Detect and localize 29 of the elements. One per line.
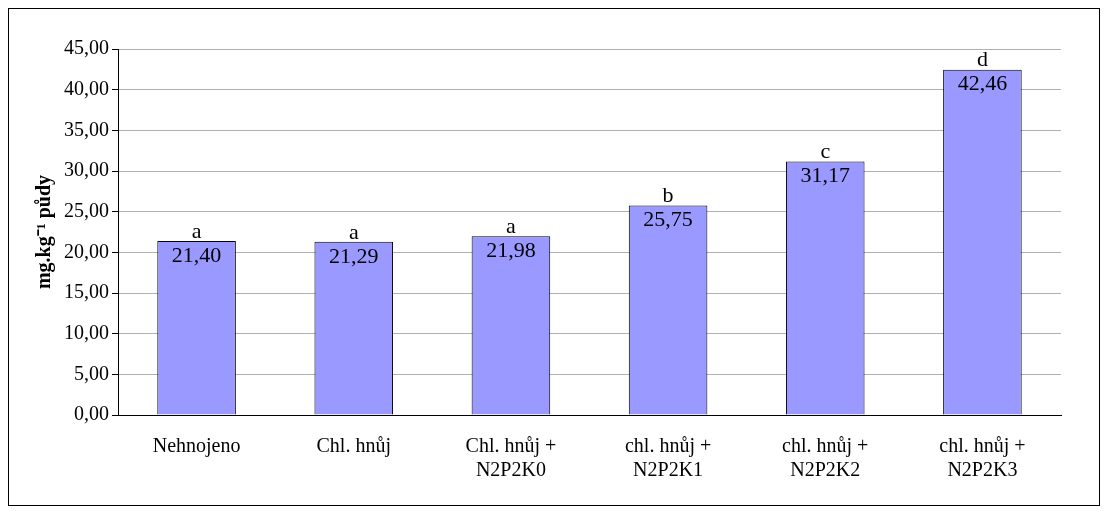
data-label: 21,40: [171, 241, 222, 267]
y-tick-label: 40,00: [64, 76, 109, 99]
data-label: 25,75: [643, 206, 693, 232]
annotation: a: [191, 217, 202, 243]
y-tick-label: 30,00: [64, 158, 109, 181]
data-label: 42,46: [957, 70, 1008, 96]
y-tick-label: 15,00: [64, 280, 109, 303]
x-tick-label: chl. hnůj + N2P2K1: [624, 434, 712, 481]
data-label: 21,29: [329, 242, 379, 268]
x-tick-label: Chl. hnůj: [316, 434, 391, 458]
annotation: b: [662, 182, 674, 208]
y-axis-title: mg.kg⁻¹ půdy: [32, 174, 56, 290]
annotation: d: [976, 46, 988, 72]
annotation: c: [820, 138, 831, 164]
annotation: a: [348, 218, 359, 244]
y-tick-label: 25,00: [64, 198, 109, 221]
y-tick-label: 45,00: [64, 36, 109, 59]
x-tick-label: Nehnojeno: [152, 434, 241, 458]
y-tick-label: 0,00: [74, 402, 109, 425]
y-tick-label: 35,00: [64, 117, 109, 140]
data-label: 31,17: [800, 162, 850, 188]
y-tick-label: 20,00: [64, 239, 109, 262]
y-tick-label: 10,00: [64, 320, 109, 343]
annotation: a: [506, 213, 517, 239]
x-tick-label: chl. hnůj + N2P2K2: [782, 434, 869, 481]
y-tick-label: 5,00: [74, 361, 109, 384]
x-tick-label: chl. hnůj + N2P2K3: [939, 434, 1026, 481]
x-tick-label: Chl. hnůj + N2P2K0: [465, 434, 557, 481]
data-label: 21,98: [486, 237, 536, 263]
